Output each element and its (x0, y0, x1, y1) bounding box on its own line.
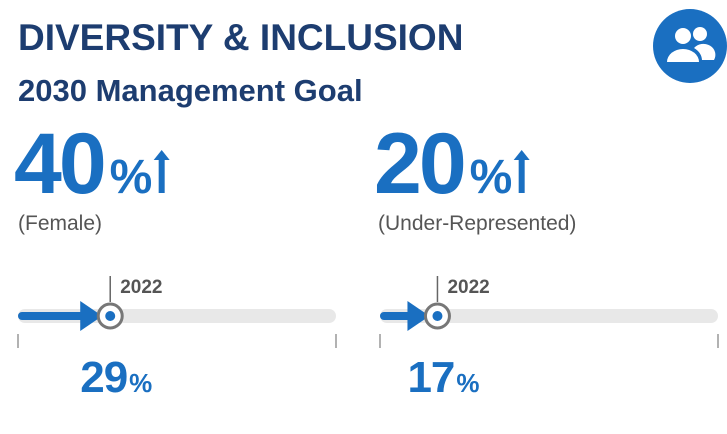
year-label: 2022 (120, 277, 162, 298)
up-arrow (513, 150, 530, 193)
up-arrow (153, 150, 170, 193)
goal-label: (Female) (18, 212, 102, 235)
current-number: 17 (407, 353, 454, 402)
goal-number: 20 (374, 116, 464, 212)
current-value: 29% (80, 353, 152, 402)
subtitle: 2030 Management Goal (18, 73, 363, 108)
year-label: 2022 (447, 277, 489, 298)
progress-arrow (380, 301, 430, 331)
goal-value: 40% (14, 116, 152, 212)
current-value: 17% (407, 353, 479, 402)
progress-track (380, 309, 718, 323)
current-dot (105, 311, 116, 321)
goal-value: 20% (374, 116, 512, 212)
goal-unit: % (470, 151, 512, 204)
current-unit: % (456, 368, 479, 398)
people-icon (653, 9, 727, 83)
current-unit: % (129, 368, 152, 398)
progress-arrow (18, 301, 103, 331)
current-dot (432, 311, 443, 321)
goal-number: 40 (14, 116, 104, 212)
goal-label: (Under-Represented) (378, 212, 576, 235)
current-number: 29 (80, 353, 127, 402)
goal-unit: % (110, 151, 152, 204)
title: DIVERSITY & INCLUSION (18, 17, 463, 58)
